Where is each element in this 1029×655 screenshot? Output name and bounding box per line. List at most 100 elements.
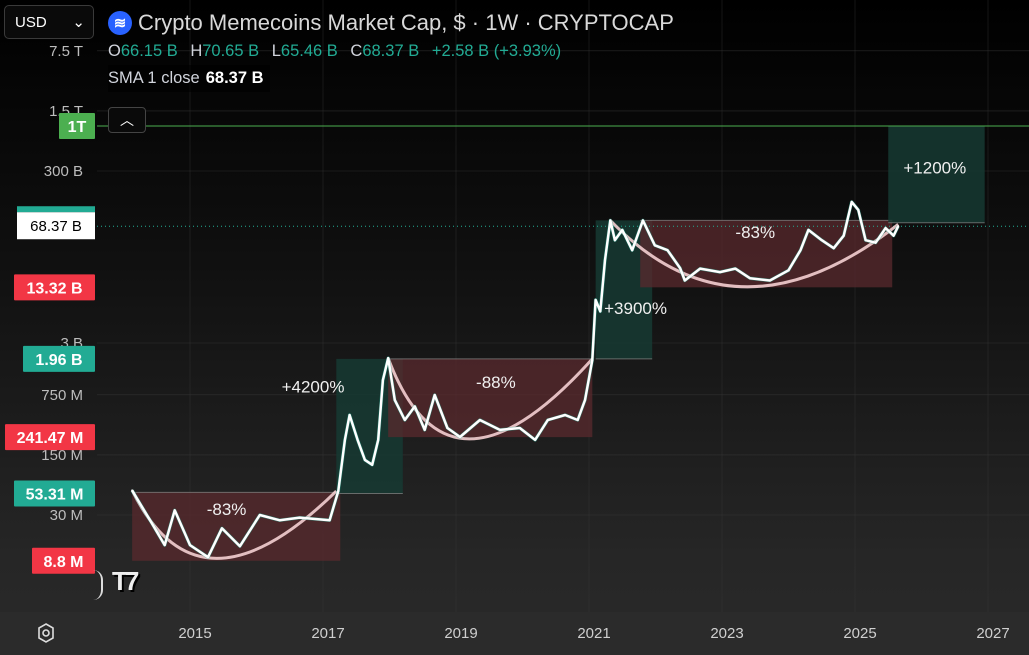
price-point xyxy=(599,310,602,313)
price-point xyxy=(363,458,366,461)
price-point xyxy=(591,359,594,362)
price-point xyxy=(258,514,261,516)
price-label-text: 1T xyxy=(68,119,87,136)
price-point xyxy=(387,357,390,360)
chevron-up-icon: ︿ xyxy=(120,112,134,128)
price-label-green: 53.31 M xyxy=(14,480,95,507)
close-value: 68.37 B xyxy=(362,42,420,60)
price-point xyxy=(897,225,900,228)
chevron-down-icon: ⌄ xyxy=(72,14,85,31)
x-tick-label: 2023 xyxy=(710,625,743,642)
price-label-text: 8.8 M xyxy=(43,554,83,571)
price-point xyxy=(679,267,682,270)
price-label-bg xyxy=(23,345,95,372)
price-point xyxy=(820,239,823,242)
x-tick-label: 2021 xyxy=(577,625,610,642)
price-point xyxy=(337,490,340,493)
price-point xyxy=(719,271,722,274)
price-point xyxy=(423,428,426,431)
price-point xyxy=(584,399,587,402)
price-point xyxy=(278,519,281,522)
price-point xyxy=(653,244,656,247)
price-point xyxy=(666,249,669,252)
price-label-green: 1T xyxy=(59,113,95,140)
price-label-bg xyxy=(14,480,95,507)
price-point xyxy=(131,489,134,492)
price-point xyxy=(220,527,223,530)
price-point xyxy=(799,249,802,252)
box-percent-label: +1200% xyxy=(903,159,966,178)
price-point xyxy=(768,279,771,282)
open-value: 66.15 B xyxy=(120,42,178,60)
price-label-text: 13.32 B xyxy=(26,280,82,297)
x-tick-label: 2017 xyxy=(311,625,344,642)
sma-arc xyxy=(609,219,900,289)
price-point xyxy=(413,405,416,408)
sma-arc xyxy=(386,357,594,441)
price-point xyxy=(393,399,396,402)
price-point xyxy=(748,277,751,280)
price-point xyxy=(163,544,166,547)
price-point xyxy=(546,418,549,421)
price-point xyxy=(807,228,810,231)
price-point xyxy=(842,234,845,237)
close-label: C xyxy=(350,42,363,60)
price-point xyxy=(874,241,877,244)
price-point xyxy=(892,234,895,237)
price-label-red: 241.47 M xyxy=(5,424,95,451)
price-point xyxy=(734,267,737,270)
price-label-text: 241.47 M xyxy=(17,430,84,447)
change-value: +2.58 B (+3.93%) xyxy=(431,42,562,60)
currency-value: USD xyxy=(15,13,47,31)
y-tick-label: 7.5 T xyxy=(49,43,83,60)
price-point xyxy=(433,394,436,397)
currency-select[interactable]: USD ⌄ xyxy=(4,5,94,39)
memecoin-logo-icon: ≋ xyxy=(108,11,132,35)
price-point xyxy=(594,298,597,301)
price-label-bg xyxy=(59,113,95,140)
y-tick-label: 750 M xyxy=(41,387,83,404)
collapse-legend-button[interactable]: ︿ xyxy=(108,107,146,133)
price-point xyxy=(576,418,579,421)
price-point xyxy=(458,436,461,439)
price-point xyxy=(189,544,191,547)
low-label: L xyxy=(271,42,281,60)
price-label-bg xyxy=(5,424,95,451)
sma-label: SMA 1 close xyxy=(108,69,200,87)
price-label-bg xyxy=(14,274,95,301)
open-label: O xyxy=(108,42,121,60)
y-tick-label: 150 M xyxy=(41,447,83,464)
price-point xyxy=(298,516,301,519)
y-tick-label: 300 B xyxy=(44,163,83,180)
price-label-red: 8.8 M xyxy=(32,547,95,574)
tradingview-logo[interactable]: T7 xyxy=(112,566,139,596)
settings-hex-icon[interactable] xyxy=(36,623,56,643)
box-percent-label: -83% xyxy=(207,500,247,519)
ohlc-values: O66.15 B H70.65 B L65.46 B C68.37 B +2.5… xyxy=(108,42,674,61)
price-point xyxy=(884,227,887,230)
price-point xyxy=(371,463,374,466)
price-label-current: 68.37 B xyxy=(17,206,95,240)
price-point xyxy=(641,219,644,222)
sma-indicator-legend[interactable]: SMA 1 close 68.37 B xyxy=(108,65,270,92)
y-tick-label: 30 M xyxy=(50,507,83,524)
price-point xyxy=(403,418,406,421)
time-axis-bar xyxy=(0,612,1029,655)
price-point xyxy=(621,228,624,231)
price-label-bar xyxy=(17,206,95,213)
price-point xyxy=(238,545,241,548)
price-label-text: 68.37 B xyxy=(30,218,82,235)
price-point xyxy=(613,239,616,242)
price-point xyxy=(631,249,634,252)
high-label: H xyxy=(190,42,203,60)
price-point xyxy=(699,267,702,270)
price-point xyxy=(149,519,152,522)
price-point xyxy=(864,239,867,242)
price-label-red: 13.32 B xyxy=(14,274,95,301)
price-point xyxy=(446,427,449,430)
price-point xyxy=(518,427,521,430)
box-percent-label: -88% xyxy=(476,373,516,392)
x-tick-label: 2025 xyxy=(843,625,876,642)
symbol-title[interactable]: Crypto Memecoins Market Cap, $ · 1W · CR… xyxy=(138,10,674,35)
